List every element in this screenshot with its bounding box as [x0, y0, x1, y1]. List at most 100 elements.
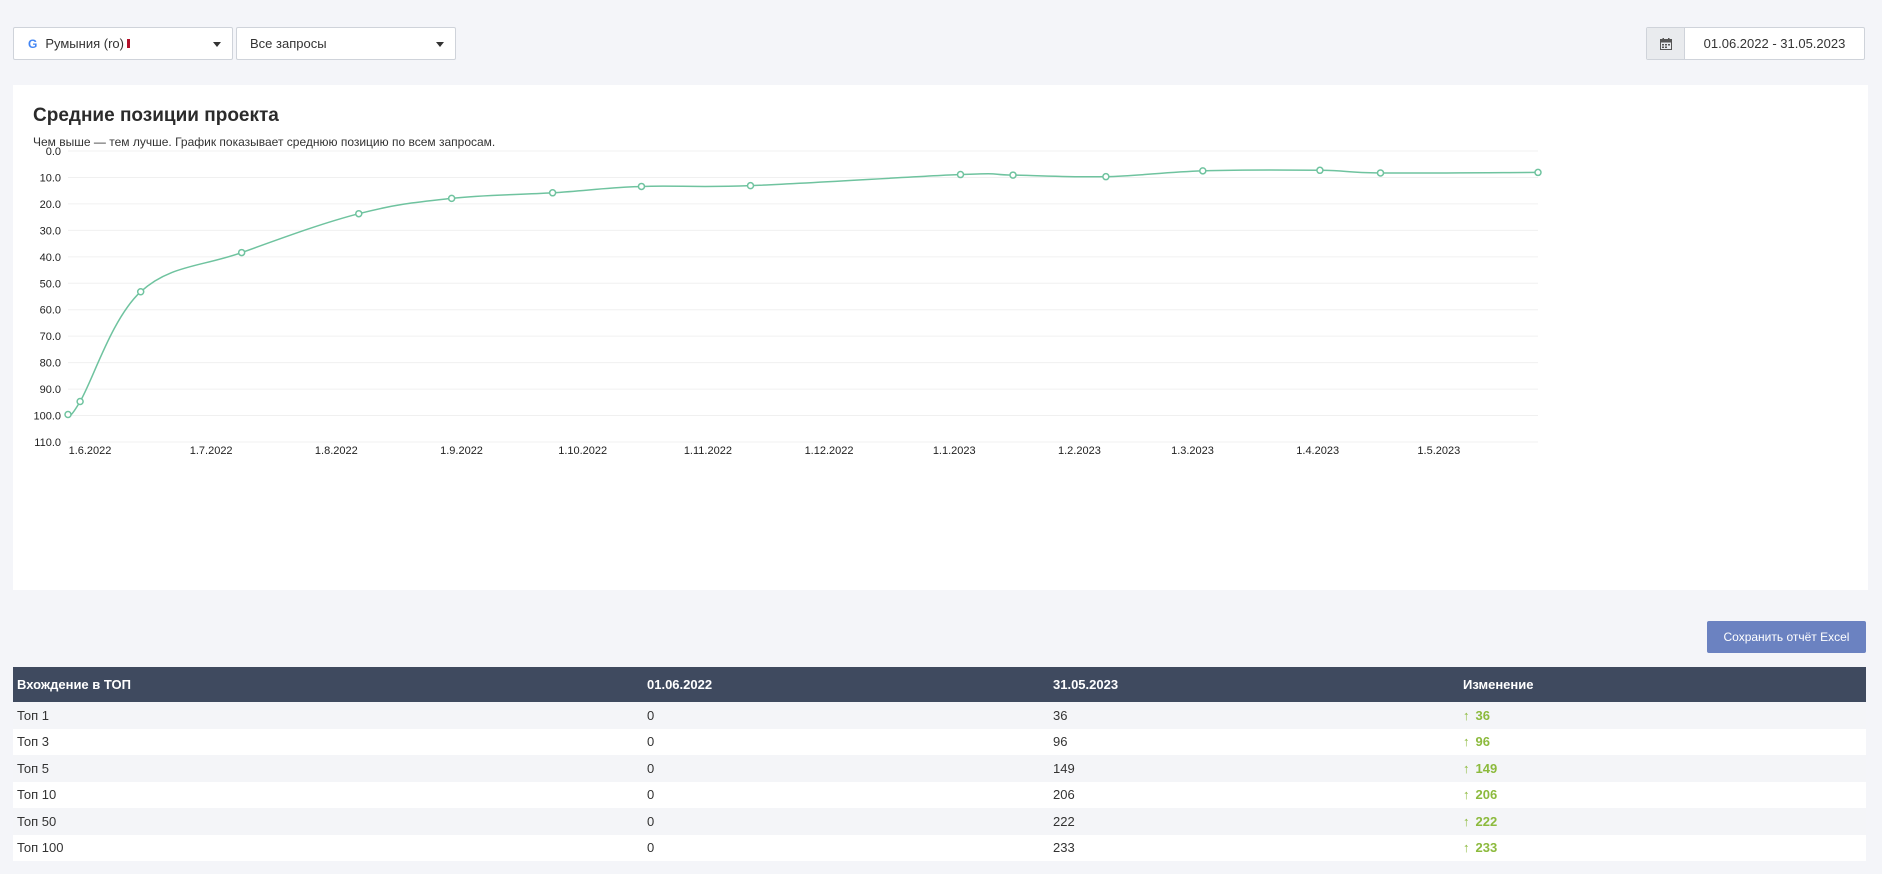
end-value: 36: [1049, 702, 1459, 729]
change-value: ↑ 233: [1459, 834, 1866, 861]
row-label: Топ 100: [13, 834, 643, 861]
x-tick-label: 1.10.2022: [558, 445, 607, 457]
column-header: Вхождение в ТОП: [13, 667, 643, 702]
date-range-input[interactable]: 01.06.2022 - 31.05.2023: [1703, 36, 1846, 51]
data-point[interactable]: [237, 248, 246, 257]
series-points: [64, 166, 1542, 419]
row-label: Топ 5: [13, 755, 643, 782]
x-tick-label: 1.3.2023: [1171, 445, 1214, 457]
y-tick-label: 80.0: [40, 358, 61, 370]
data-point[interactable]: [64, 410, 72, 419]
start-value: 0: [643, 755, 1049, 782]
data-point[interactable]: [1102, 172, 1110, 181]
column-header: 01.06.2022: [643, 667, 1049, 702]
x-tick-label: 1.12.2022: [805, 445, 854, 457]
end-value: 206: [1049, 781, 1459, 808]
change-number: 222: [1475, 813, 1498, 829]
arrow-up-icon: ↑: [1463, 813, 1470, 829]
change-value: ↑ 36: [1459, 702, 1866, 729]
y-axis-ticks: 0.0 10.0 20.0 30.0 40.0 50.0 60.0 70.0 80.0 90.0 1…: [33, 146, 61, 449]
calendar-button[interactable]: [1647, 28, 1685, 59]
start-value: 0: [643, 808, 1049, 835]
arrow-up-icon: ↑: [1463, 787, 1470, 803]
y-tick-label: 0.0: [46, 146, 61, 158]
chart-panel: Средние позиции проекта Чем выше — тем л…: [13, 85, 1868, 590]
search-engine-select[interactable]: G Румыния (ro): [13, 27, 233, 60]
y-tick-label: 20.0: [40, 199, 61, 211]
chart-gridlines: [68, 150, 1538, 443]
table-row: Топ 3 0 96 ↑ 96: [13, 728, 1866, 755]
y-tick-label: 60.0: [40, 305, 61, 317]
end-value: 233: [1049, 834, 1459, 861]
change-number: 149: [1475, 760, 1498, 776]
flag-icon: [126, 39, 130, 48]
average-position-chart: 0.0 10.0 20.0 30.0 40.0 50.0 60.0 70.0 80.0 90.0 1…: [33, 146, 1542, 457]
table-row: Топ 100 0 233 ↑ 233: [13, 834, 1866, 861]
google-icon: G: [28, 36, 38, 51]
data-point[interactable]: [1534, 168, 1542, 177]
data-point[interactable]: [447, 194, 456, 203]
change-number: 206: [1475, 787, 1498, 803]
table-row: Топ 10 0 206 ↑ 206: [13, 781, 1866, 808]
x-tick-label: 1.1.2023: [933, 445, 976, 457]
x-tick-label: 1.5.2023: [1417, 445, 1460, 457]
start-value: 0: [643, 834, 1049, 861]
y-tick-label: 40.0: [40, 252, 61, 264]
row-label: Топ 3: [13, 728, 643, 755]
data-point[interactable]: [1199, 167, 1207, 175]
data-point[interactable]: [956, 170, 965, 179]
data-point[interactable]: [1316, 166, 1324, 175]
x-tick-label: 1.8.2022: [315, 445, 358, 457]
chevron-down-icon: [213, 42, 221, 47]
arrow-up-icon: ↑: [1463, 707, 1470, 723]
data-point[interactable]: [637, 182, 646, 191]
table-row: Топ 1 0 36 ↑ 36: [13, 702, 1866, 729]
y-tick-label: 110.0: [34, 437, 61, 449]
table-row: Топ 50 0 222 ↑ 222: [13, 808, 1866, 835]
data-point[interactable]: [76, 397, 84, 406]
data-point[interactable]: [1376, 169, 1385, 177]
table-row: Топ 5 0 149 ↑ 149: [13, 755, 1866, 782]
y-tick-label: 50.0: [40, 278, 61, 290]
y-tick-label: 100.0: [33, 411, 61, 423]
row-label: Топ 10: [13, 781, 643, 808]
y-tick-label: 90.0: [40, 384, 61, 396]
change-number: 36: [1475, 707, 1490, 723]
x-tick-label: 1.9.2022: [440, 445, 483, 457]
change-value: ↑ 222: [1459, 808, 1866, 835]
top-entry-table: Вхождение в ТОП 01.06.2022 31.05.2023 Из…: [13, 667, 1866, 861]
row-label: Топ 1: [13, 702, 643, 729]
x-tick-label: 1.11.2022: [684, 445, 732, 457]
save-excel-button[interactable]: Сохранить отчёт Excel: [1707, 621, 1866, 653]
chart-title: Средние позиции проекта: [33, 105, 279, 126]
end-value: 149: [1049, 755, 1459, 782]
data-point[interactable]: [136, 287, 145, 296]
chevron-down-icon: [436, 42, 444, 47]
x-tick-label: 1.4.2023: [1296, 445, 1339, 457]
series-line: [67, 169, 1539, 417]
start-value: 0: [643, 702, 1049, 729]
start-value: 0: [643, 728, 1049, 755]
query-group-select[interactable]: Все запросы: [236, 27, 456, 60]
x-tick-label: 1.2.2023: [1058, 445, 1101, 457]
arrow-up-icon: ↑: [1463, 734, 1470, 750]
data-point[interactable]: [746, 181, 755, 190]
data-point[interactable]: [548, 189, 557, 197]
y-tick-label: 10.0: [40, 172, 61, 184]
change-value: ↑ 96: [1459, 728, 1866, 755]
calendar-icon: [1659, 37, 1672, 50]
data-point[interactable]: [1009, 171, 1017, 179]
engine-select-label: Румыния (ro): [45, 36, 124, 51]
date-range-picker[interactable]: 01.06.2022 - 31.05.2023: [1646, 27, 1865, 60]
arrow-up-icon: ↑: [1463, 760, 1470, 776]
start-value: 0: [643, 781, 1049, 808]
data-point[interactable]: [355, 209, 363, 218]
end-value: 96: [1049, 728, 1459, 755]
column-header: Изменение: [1459, 667, 1866, 702]
change-value: ↑ 206: [1459, 781, 1866, 808]
chart-subtitle: Чем выше — тем лучше. График показывает …: [33, 135, 496, 149]
change-number: 96: [1475, 734, 1490, 750]
table-header-row: Вхождение в ТОП 01.06.2022 31.05.2023 Из…: [13, 667, 1866, 702]
column-header: 31.05.2023: [1049, 667, 1459, 702]
change-value: ↑ 149: [1459, 755, 1866, 782]
